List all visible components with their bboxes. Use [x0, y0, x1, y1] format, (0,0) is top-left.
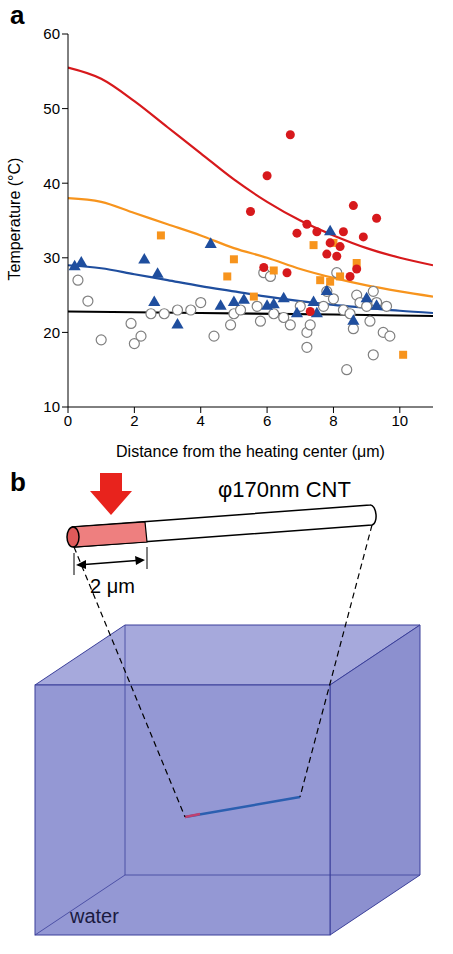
svg-text:Temperature (°C): Temperature (°C): [6, 158, 23, 281]
svg-text:10: 10: [43, 398, 60, 415]
svg-text:φ170nm CNT: φ170nm CNT: [218, 477, 351, 502]
svg-text:50: 50: [43, 100, 60, 117]
svg-text:40: 40: [43, 175, 60, 192]
svg-text:20: 20: [43, 324, 60, 341]
svg-text:6: 6: [263, 412, 271, 429]
svg-text:10: 10: [391, 412, 408, 429]
svg-text:30: 30: [43, 249, 60, 266]
svg-text:60: 60: [43, 25, 60, 42]
svg-text:Distance from the heating cent: Distance from the heating center (μm): [116, 443, 385, 460]
html-text:a: a: [10, 0, 25, 30]
svg-text:2: 2: [130, 412, 138, 429]
svg-text:8: 8: [329, 412, 337, 429]
svg-text:water: water: [69, 905, 119, 927]
svg-text:0: 0: [64, 412, 72, 429]
html-text:b: b: [10, 467, 26, 497]
svg-text:4: 4: [197, 412, 205, 429]
svg-text:2 μm: 2 μm: [90, 575, 135, 597]
